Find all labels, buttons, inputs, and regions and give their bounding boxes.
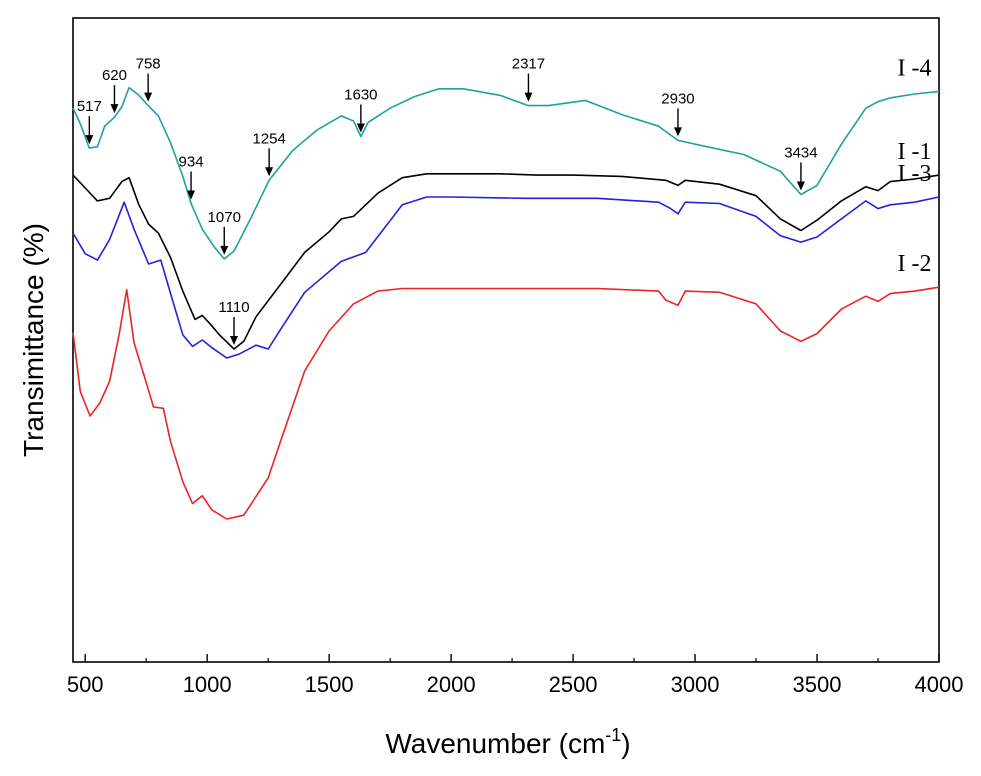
peak-annotation-1070: 1070 <box>208 209 241 255</box>
peak-label: 934 <box>179 153 204 170</box>
x-axis-title: Wavenumber (cm-1) <box>385 725 630 759</box>
peak-annotation-1254: 1254 <box>252 130 286 177</box>
peak-annotation-620: 620 <box>102 67 127 114</box>
peak-arrow-head <box>187 190 196 200</box>
x-tick-label-7: 4000 <box>915 672 964 697</box>
peak-arrow-head <box>673 127 682 137</box>
y-axis-title: Transimittance (%) <box>18 223 49 457</box>
peak-annotation-2930: 2930 <box>661 90 695 137</box>
peak-arrow-head <box>144 92 153 102</box>
x-axis-title-main: Wavenumber (cm <box>385 728 605 759</box>
peak-label: 758 <box>136 56 161 73</box>
series-label-1: I -1 <box>898 139 932 165</box>
series-line-4 <box>72 86 940 260</box>
peak-arrow-head <box>85 135 94 145</box>
x-axis-title-end: ) <box>621 728 630 759</box>
plot-frame <box>72 17 940 663</box>
peak-arrow-head <box>356 123 365 133</box>
peak-label: 2317 <box>512 56 545 73</box>
peak-arrow-head <box>220 245 229 255</box>
x-tick-label-5: 3000 <box>671 672 720 697</box>
x-tick-label-0: 500 <box>67 672 104 697</box>
series-line-2 <box>72 286 940 520</box>
x-tick-label-6: 3500 <box>793 672 842 697</box>
peak-annotation-1630: 1630 <box>344 86 378 133</box>
peak-arrow-head <box>110 104 119 114</box>
peak-arrow-head <box>230 336 239 346</box>
series-line-1 <box>72 173 940 350</box>
peak-arrow-head <box>524 92 533 102</box>
peak-label: 1254 <box>252 130 285 147</box>
peak-label: 620 <box>102 67 127 84</box>
series-group <box>72 86 940 520</box>
series-label-2: I -2 <box>898 251 932 277</box>
series-labels: I -1 I -2 I -3 I -4 <box>898 55 932 277</box>
x-tick-label-2: 1500 <box>305 672 354 697</box>
peak-annotation-1110: 1110 <box>218 299 250 346</box>
peak-label: 1070 <box>208 209 241 226</box>
peak-annotation-758: 758 <box>136 56 161 102</box>
x-axis-title-sup: -1 <box>605 725 621 745</box>
series-label-3: I -3 <box>898 161 932 187</box>
peak-arrow-head <box>796 181 805 191</box>
series-line-3 <box>72 196 940 359</box>
peak-arrow-head <box>265 167 274 177</box>
series-label-4: I -4 <box>898 55 932 81</box>
x-tick-label-4: 2500 <box>549 672 598 697</box>
peak-annotation-934: 934 <box>179 153 204 200</box>
peak-label: 2930 <box>661 90 694 107</box>
peak-annotation-517: 517 <box>77 98 102 145</box>
peak-annotation-3434: 3434 <box>784 144 818 191</box>
peak-label: 3434 <box>784 144 817 161</box>
x-tick-label-1: 1000 <box>183 672 232 697</box>
peak-label: 1110 <box>218 299 249 316</box>
x-tick-label-3: 2000 <box>427 672 476 697</box>
x-ticks: 500 1000 1500 2000 2500 3000 3500 4000 <box>67 654 964 697</box>
peak-annotation-2317: 2317 <box>512 56 545 102</box>
peak-label: 1630 <box>344 86 377 103</box>
peak-label: 517 <box>77 98 102 115</box>
